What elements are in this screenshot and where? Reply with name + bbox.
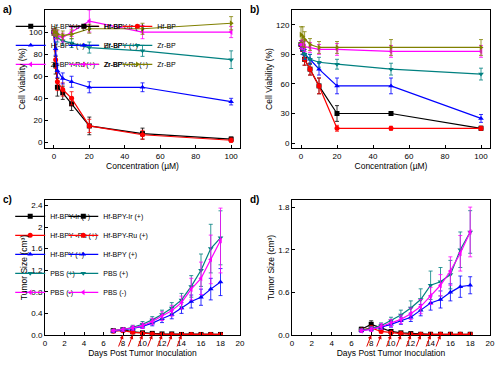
svg-text:80: 80 bbox=[191, 152, 200, 161]
svg-text:2: 2 bbox=[62, 339, 67, 348]
svg-text:Cell Viability (%): Cell Viability (%) bbox=[264, 48, 274, 110]
svg-text:Hf-BPY (+): Hf-BPY (+) bbox=[50, 251, 84, 259]
svg-text:40: 40 bbox=[369, 152, 378, 161]
svg-text:20: 20 bbox=[333, 152, 342, 161]
svg-text:Concentration (µM): Concentration (µM) bbox=[106, 161, 179, 171]
svg-text:1.2: 1.2 bbox=[31, 266, 43, 275]
svg-text:Hf-BPY-Ir (+): Hf-BPY-Ir (+) bbox=[103, 213, 143, 221]
svg-text:b): b) bbox=[250, 4, 259, 15]
svg-text:Hf-BPY (+): Hf-BPY (+) bbox=[103, 251, 137, 259]
svg-text:6: 6 bbox=[101, 339, 106, 348]
svg-text:90: 90 bbox=[280, 50, 289, 59]
svg-text:0: 0 bbox=[52, 152, 57, 161]
svg-text:Hf-BPY-Ir (+): Hf-BPY-Ir (+) bbox=[104, 23, 144, 31]
svg-text:10: 10 bbox=[387, 339, 396, 348]
svg-text:0.8: 0.8 bbox=[31, 287, 43, 297]
svg-text:c): c) bbox=[3, 194, 12, 205]
svg-text:60: 60 bbox=[405, 152, 414, 161]
svg-text:Tumor Size (cm³): Tumor Size (cm³) bbox=[266, 235, 276, 300]
svg-text:0: 0 bbox=[43, 339, 48, 348]
svg-text:0.6: 0.6 bbox=[278, 288, 290, 297]
svg-text:12: 12 bbox=[158, 339, 167, 348]
svg-text:1.8: 1.8 bbox=[278, 203, 290, 212]
svg-text:4: 4 bbox=[329, 339, 334, 348]
svg-text:18: 18 bbox=[216, 339, 225, 348]
svg-text:2: 2 bbox=[310, 339, 315, 348]
svg-text:1.6: 1.6 bbox=[31, 244, 43, 253]
svg-text:0.0: 0.0 bbox=[31, 331, 43, 340]
svg-text:40: 40 bbox=[33, 94, 42, 103]
svg-text:1.2: 1.2 bbox=[278, 246, 290, 255]
svg-text:20: 20 bbox=[85, 152, 94, 161]
svg-text:0.4: 0.4 bbox=[31, 309, 43, 318]
svg-text:Zr-BPY-Ir (+): Zr-BPY-Ir (+) bbox=[104, 42, 122, 50]
svg-text:12: 12 bbox=[406, 339, 415, 348]
svg-text:6: 6 bbox=[349, 339, 354, 348]
svg-text:14: 14 bbox=[426, 339, 435, 348]
svg-text:14: 14 bbox=[177, 339, 186, 348]
svg-text:Hf-BPY-Ir (+): Hf-BPY-Ir (+) bbox=[50, 213, 90, 221]
svg-text:Hf-BPY-Ru (+): Hf-BPY-Ru (+) bbox=[104, 23, 122, 31]
svg-text:20: 20 bbox=[33, 116, 42, 125]
svg-text:10: 10 bbox=[138, 339, 147, 348]
svg-text:40: 40 bbox=[120, 152, 129, 161]
svg-text:Zr-BPY-Ru (+): Zr-BPY-Ru (+) bbox=[51, 61, 95, 69]
svg-text:100: 100 bbox=[29, 28, 43, 37]
svg-text:Hf-BPY (+): Hf-BPY (+) bbox=[104, 42, 138, 50]
svg-text:8: 8 bbox=[121, 339, 126, 348]
svg-text:Hf-BPY-Ru (+): Hf-BPY-Ru (+) bbox=[103, 232, 148, 240]
svg-text:Days Post Tumor Inoculation: Days Post Tumor Inoculation bbox=[88, 348, 197, 358]
svg-text:16: 16 bbox=[446, 339, 455, 348]
svg-text:60: 60 bbox=[33, 72, 42, 81]
svg-text:60: 60 bbox=[280, 80, 289, 89]
svg-text:PBS (-): PBS (-) bbox=[50, 289, 73, 297]
svg-text:Tumor Size (cm³): Tumor Size (cm³) bbox=[19, 235, 29, 300]
svg-text:Hf-BPY-Ir (+): Hf-BPY-Ir (+) bbox=[51, 23, 91, 31]
svg-text:0: 0 bbox=[285, 139, 290, 148]
svg-text:120: 120 bbox=[276, 21, 290, 30]
svg-text:PBS (-): PBS (-) bbox=[103, 289, 126, 297]
svg-text:Cell Viability (%): Cell Viability (%) bbox=[17, 48, 27, 110]
svg-text:a): a) bbox=[3, 4, 12, 15]
svg-text:Zr-BPY-Ru (+): Zr-BPY-Ru (+) bbox=[104, 61, 148, 69]
svg-text:Hf-BPY -Ru (+): Hf-BPY -Ru (+) bbox=[50, 232, 97, 240]
svg-text:8: 8 bbox=[369, 339, 374, 348]
svg-text:0: 0 bbox=[290, 339, 295, 348]
svg-text:2: 2 bbox=[38, 223, 43, 232]
svg-text:0: 0 bbox=[299, 152, 304, 161]
svg-text:80: 80 bbox=[33, 50, 42, 59]
svg-text:16: 16 bbox=[197, 339, 206, 348]
svg-text:0: 0 bbox=[38, 138, 43, 147]
svg-text:Hf-BPY-Ru (+): Hf-BPY-Ru (+) bbox=[157, 23, 175, 31]
svg-text:2.4: 2.4 bbox=[31, 201, 43, 210]
svg-text:PBS (+): PBS (+) bbox=[50, 270, 75, 278]
svg-text:100: 100 bbox=[474, 152, 488, 161]
svg-text:Zr-BPY-Ir (+): Zr-BPY-Ir (+) bbox=[157, 42, 175, 50]
svg-text:4: 4 bbox=[82, 339, 87, 348]
svg-text:80: 80 bbox=[441, 152, 450, 161]
svg-text:Zr-BPY (+): Zr-BPY (+) bbox=[157, 61, 175, 69]
svg-text:30: 30 bbox=[280, 109, 289, 118]
svg-text:Days Post Tumor Inoculation: Days Post Tumor Inoculation bbox=[337, 348, 446, 358]
svg-text:18: 18 bbox=[466, 339, 475, 348]
svg-text:100: 100 bbox=[224, 152, 238, 161]
svg-text:Hf-BPY (+): Hf-BPY (+) bbox=[51, 42, 85, 50]
svg-text:d): d) bbox=[250, 194, 259, 205]
svg-text:Concentration (µM): Concentration (µM) bbox=[355, 161, 428, 171]
svg-text:60: 60 bbox=[156, 152, 165, 161]
svg-text:PBS (+): PBS (+) bbox=[103, 270, 128, 278]
svg-text:20: 20 bbox=[236, 339, 245, 348]
svg-text:0.0: 0.0 bbox=[278, 331, 290, 340]
svg-text:20: 20 bbox=[486, 339, 495, 348]
